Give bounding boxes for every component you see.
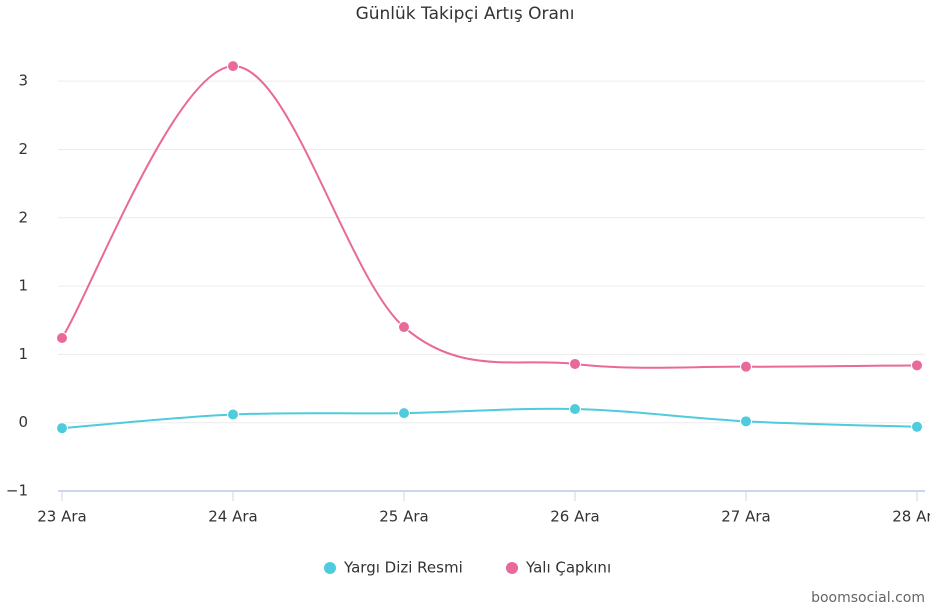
data-point	[740, 415, 752, 428]
y-tick-label: 1	[18, 345, 28, 363]
data-point	[740, 360, 752, 373]
data-point	[56, 422, 68, 435]
data-point	[398, 407, 410, 420]
legend-marker	[324, 562, 336, 574]
data-point	[398, 321, 410, 334]
data-point	[56, 331, 68, 344]
y-tick-label: 2	[18, 208, 28, 226]
legend-label: Yargı Dizi Resmi	[343, 559, 463, 577]
x-tick-label: 26 Ara	[550, 508, 599, 526]
legend-marker	[506, 562, 518, 574]
watermark: boomsocial.com	[811, 590, 925, 606]
y-tick-label: −1	[6, 482, 28, 500]
data-point	[911, 359, 923, 372]
data-point	[227, 408, 239, 421]
series-line	[61, 65, 918, 369]
y-tick-label: 3	[18, 72, 28, 90]
x-tick-label: 28 Ara	[892, 508, 930, 526]
x-tick-label: 24 Ara	[208, 508, 257, 526]
y-tick-label: 2	[18, 140, 28, 158]
data-point	[569, 357, 581, 370]
x-tick-label: 23 Ara	[37, 508, 86, 526]
data-point	[227, 60, 239, 73]
data-point	[569, 403, 581, 416]
data-point	[911, 420, 923, 433]
series-line	[61, 407, 918, 430]
x-tick-label: 27 Ara	[721, 508, 770, 526]
chart-title: Günlük Takipçi Artış Oranı	[356, 4, 575, 24]
legend-label: Yalı Çapkını	[525, 559, 611, 577]
x-tick-label: 25 Ara	[379, 508, 428, 526]
y-tick-label: 0	[18, 413, 28, 431]
y-tick-label: 1	[18, 277, 28, 295]
